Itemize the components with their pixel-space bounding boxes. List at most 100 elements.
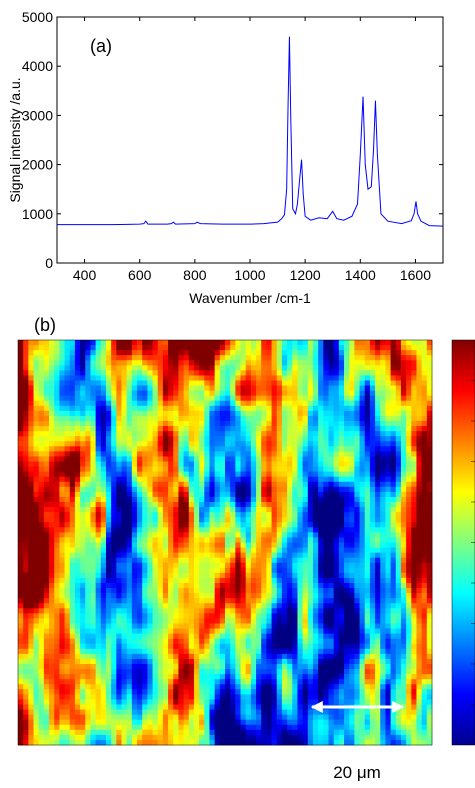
heatmap-cell	[111, 451, 117, 456]
heatmap-cell	[349, 618, 355, 623]
heatmap-cell	[277, 497, 283, 502]
heatmap-cell	[137, 593, 143, 598]
heatmap-cell	[189, 381, 195, 386]
heatmap-cell	[18, 365, 24, 370]
heatmap-cell	[220, 497, 226, 502]
heatmap-cell	[49, 350, 55, 355]
heatmap-cell	[70, 340, 76, 345]
heatmap-cell	[199, 548, 205, 553]
heatmap-cell	[142, 446, 148, 451]
heatmap-cell	[303, 431, 309, 436]
heatmap-cell	[334, 436, 340, 441]
heatmap-cell	[256, 396, 262, 401]
heatmap-cell	[85, 558, 91, 563]
heatmap-cell	[209, 568, 215, 573]
heatmap-cell	[96, 497, 102, 502]
heatmap-cell	[101, 639, 107, 644]
heatmap-cell	[189, 543, 195, 548]
heatmap-cell	[251, 517, 257, 522]
heatmap-cell	[396, 477, 402, 482]
heatmap-cell	[334, 375, 340, 380]
heatmap-cell	[184, 522, 190, 527]
heatmap-cell	[59, 446, 65, 451]
heatmap-cell	[246, 396, 252, 401]
heatmap-cell	[65, 497, 71, 502]
heatmap-cell	[127, 608, 133, 613]
heatmap-cell	[235, 451, 241, 456]
heatmap-cell	[101, 370, 107, 375]
heatmap-cell	[354, 497, 360, 502]
heatmap-cell	[416, 548, 422, 553]
heatmap-cell	[235, 436, 241, 441]
heatmap-cell	[365, 507, 371, 512]
heatmap-cell	[385, 522, 391, 527]
heatmap-cell	[354, 563, 360, 568]
heatmap-cell	[344, 522, 350, 527]
heatmap-cell	[416, 593, 422, 598]
heatmap-cell	[153, 391, 159, 396]
heatmap-cell	[194, 436, 200, 441]
heatmap-cell	[266, 644, 272, 649]
heatmap-cell	[406, 532, 412, 537]
heatmap-cell	[365, 340, 371, 345]
heatmap-cell	[127, 456, 133, 461]
heatmap-cell	[122, 482, 128, 487]
heatmap-cell	[308, 558, 314, 563]
heatmap-cell	[194, 629, 200, 634]
heatmap-cell	[266, 396, 272, 401]
heatmap-cell	[427, 381, 433, 386]
heatmap-cell	[189, 563, 195, 568]
heatmap-cell	[194, 497, 200, 502]
heatmap-cell	[241, 406, 247, 411]
heatmap-cell	[287, 370, 293, 375]
heatmap-cell	[266, 553, 272, 558]
heatmap-cell	[189, 462, 195, 467]
heatmap-cell	[101, 532, 107, 537]
heatmap-cell	[178, 386, 184, 391]
heatmap-cell	[163, 639, 169, 644]
heatmap-cell	[323, 532, 329, 537]
heatmap-cell	[34, 558, 40, 563]
heatmap-cell	[96, 537, 102, 542]
heatmap-cell	[365, 578, 371, 583]
heatmap-cell	[178, 375, 184, 380]
heatmap-cell	[241, 355, 247, 360]
panel-label: (a)	[90, 36, 112, 56]
heatmap-cell	[18, 411, 24, 416]
heatmap-cell	[39, 537, 45, 542]
heatmap-cell	[106, 588, 112, 593]
heatmap-cell	[75, 391, 81, 396]
heatmap-cell	[292, 355, 298, 360]
heatmap-cell	[28, 370, 34, 375]
heatmap-cell	[75, 558, 81, 563]
heatmap-cell	[49, 431, 55, 436]
heatmap-cell	[106, 472, 112, 477]
heatmap-cell	[127, 573, 133, 578]
heatmap-cell	[318, 603, 324, 608]
heatmap-cell	[277, 436, 283, 441]
heatmap-cell	[230, 436, 236, 441]
heatmap-cell	[360, 451, 366, 456]
heatmap-cell	[28, 654, 34, 659]
heatmap-cell	[230, 548, 236, 553]
heatmap-cell	[401, 386, 407, 391]
heatmap-cell	[365, 512, 371, 517]
heatmap-cell	[127, 482, 133, 487]
heatmap-cell	[277, 477, 283, 482]
heatmap-cell	[375, 563, 381, 568]
heatmap-cell	[178, 345, 184, 350]
heatmap-cell	[272, 497, 278, 502]
heatmap-cell	[90, 563, 96, 568]
heatmap-cell	[385, 472, 391, 477]
heatmap-cell	[209, 472, 215, 477]
heatmap-cell	[375, 431, 381, 436]
heatmap-cell	[75, 406, 81, 411]
heatmap-cell	[391, 345, 397, 350]
heatmap-cell	[375, 350, 381, 355]
heatmap-cell	[75, 573, 81, 578]
heatmap-cell	[256, 553, 262, 558]
heatmap-cell	[241, 401, 247, 406]
heatmap-cell	[90, 487, 96, 492]
heatmap-cell	[106, 532, 112, 537]
heatmap-cell	[411, 507, 417, 512]
